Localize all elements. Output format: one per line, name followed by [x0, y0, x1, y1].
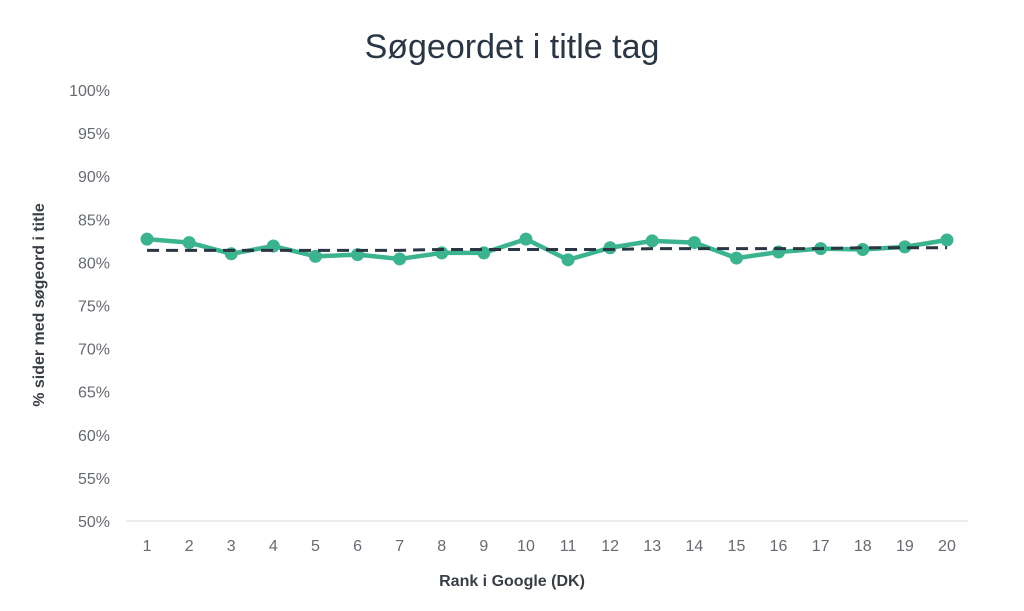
y-tick-label: 90% [78, 169, 110, 186]
x-tick-label: 11 [560, 538, 577, 555]
y-tick-label: 50% [78, 514, 110, 531]
x-tick-label: 12 [601, 538, 619, 555]
data-point [308, 249, 322, 263]
data-point [519, 232, 533, 246]
x-tick-label: 7 [395, 538, 404, 555]
x-axis-ticks: 1 2 3 4 5 6 7 8 9 10 11 12 13 14 15 16 17 18 19 20 [143, 538, 956, 555]
x-tick-label: 13 [643, 538, 661, 555]
y-tick-label: 85% [78, 212, 110, 229]
data-point [898, 240, 912, 254]
data-point [393, 252, 407, 266]
chart-title: Søgeordet i title tag [365, 28, 660, 66]
data-point [729, 251, 743, 265]
data-point [140, 232, 154, 246]
y-tick-label: 95% [78, 126, 110, 143]
x-tick-label: 3 [227, 538, 236, 555]
series-layer [140, 232, 954, 267]
data-point [561, 253, 575, 267]
data-point [182, 236, 196, 250]
x-axis-title: Rank i Google (DK) [439, 573, 585, 590]
x-tick-label: 14 [685, 538, 703, 555]
y-tick-label: 65% [78, 385, 110, 402]
y-tick-label: 80% [78, 255, 110, 272]
x-tick-label: 4 [269, 538, 278, 555]
x-tick-label: 15 [728, 538, 746, 555]
x-tick-label: 16 [770, 538, 788, 555]
x-tick-label: 5 [311, 538, 320, 555]
data-point [940, 233, 954, 247]
x-tick-label: 1 [143, 538, 152, 555]
x-tick-label: 17 [812, 538, 830, 555]
x-tick-label: 9 [479, 538, 488, 555]
data-point [856, 242, 870, 256]
x-tick-label: 8 [437, 538, 446, 555]
data-point [687, 236, 701, 250]
x-tick-label: 2 [185, 538, 194, 555]
y-axis-ticks: 50% 55% 60% 65% 70% 75% 80% 85% 90% 95% 100% [69, 83, 110, 531]
x-tick-label: 18 [854, 538, 872, 555]
x-tick-label: 20 [938, 538, 956, 555]
y-tick-label: 70% [78, 342, 110, 359]
data-point [645, 234, 659, 248]
y-tick-label: 75% [78, 299, 110, 316]
data-point [603, 241, 617, 255]
x-tick-label: 19 [896, 538, 914, 555]
x-tick-label: 6 [353, 538, 362, 555]
y-tick-label: 60% [78, 428, 110, 445]
series-line-trend [147, 246, 947, 252]
y-axis-title: % sider med søgeord i title [31, 203, 48, 407]
y-tick-label: 55% [78, 471, 110, 488]
x-tick-label: 10 [517, 538, 535, 555]
y-tick-label: 100% [69, 83, 110, 100]
